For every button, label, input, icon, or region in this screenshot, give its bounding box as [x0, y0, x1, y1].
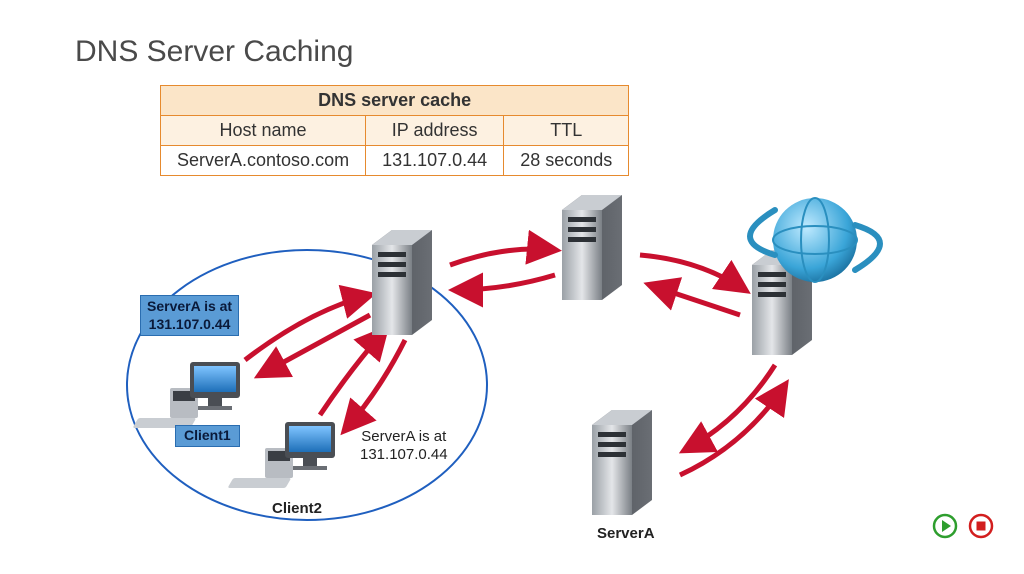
playback-controls [926, 513, 994, 544]
col-ttl: TTL [504, 116, 629, 146]
col-ip: IP address [366, 116, 504, 146]
client2-icon [228, 422, 335, 488]
dns-cache-table: DNS server cache Host name IP address TT… [160, 85, 629, 176]
play-button[interactable] [932, 513, 958, 544]
root-server-icon [752, 250, 812, 355]
callout-box-line2: 131.107.0.44 [149, 316, 231, 332]
col-hostname: Host name [161, 116, 366, 146]
client1-icon [133, 362, 240, 428]
callout-box: ServerA is at 131.107.0.44 [140, 295, 239, 336]
cell-hostname: ServerA.contoso.com [161, 146, 366, 176]
cell-ip: 131.107.0.44 [366, 146, 504, 176]
callout-box-line1: ServerA is at [147, 298, 232, 314]
servera-label: ServerA [597, 525, 655, 543]
stop-button[interactable] [968, 513, 994, 544]
globe-icon [750, 198, 880, 282]
callout-plain-line2: 131.107.0.44 [360, 446, 448, 463]
arrows [245, 249, 785, 475]
callout-plain-line1: ServerA is at [361, 428, 446, 445]
cell-ttl: 28 seconds [504, 146, 629, 176]
intermediate-server-icon [562, 195, 622, 300]
dns-server-icon [372, 230, 432, 335]
callout-plain: ServerA is at 131.107.0.44 [360, 428, 448, 464]
client2-label: Client2 [272, 500, 322, 518]
lan-ellipse [127, 250, 487, 520]
table-header: DNS server cache [161, 86, 629, 116]
client1-label: Client1 [175, 425, 240, 447]
servera-icon [592, 410, 652, 515]
page-title: DNS Server Caching [75, 35, 353, 69]
